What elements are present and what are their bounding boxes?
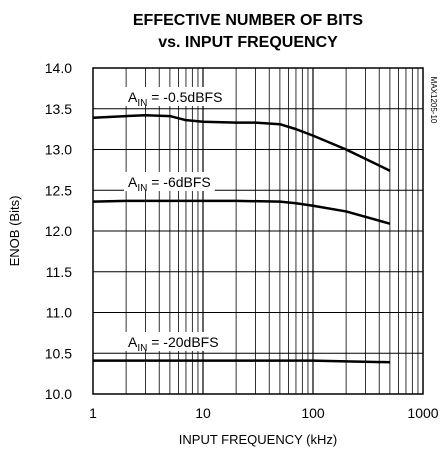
series-label-3: AIN = -20dBFS bbox=[128, 334, 219, 354]
y-tick-label: 14.0 bbox=[45, 60, 72, 76]
series-label-bg bbox=[124, 332, 223, 351]
y-tick-label: 11.5 bbox=[46, 264, 72, 280]
series-line-2 bbox=[92, 199, 391, 225]
x-tick-label: 1 bbox=[89, 405, 97, 421]
y-tick-label: 11.0 bbox=[46, 305, 72, 321]
x-tick-label: 1000 bbox=[407, 405, 438, 421]
series-label-2: AIN = -6dBFS bbox=[128, 174, 211, 194]
series-line-1 bbox=[92, 114, 391, 172]
plot-frame bbox=[92, 67, 424, 395]
x-tick-label: 10 bbox=[195, 405, 211, 421]
y-tick-label: 12.5 bbox=[45, 182, 72, 198]
series-label-1: AIN = -0.5dBFS bbox=[128, 89, 222, 109]
series-label-bg bbox=[124, 87, 227, 106]
y-tick-label: 10.5 bbox=[45, 345, 72, 361]
y-tick-label: 12.0 bbox=[45, 223, 72, 239]
y-tick-label: 13.5 bbox=[45, 101, 72, 117]
series-labels: AIN = -0.5dBFS AIN = -6dBFS AIN = -20dBFS bbox=[124, 87, 227, 354]
y-axis-label: ENOB (Bits) bbox=[7, 196, 22, 267]
y-tick-label: 10.0 bbox=[45, 386, 72, 402]
y-tick-label: 13.0 bbox=[45, 142, 72, 158]
x-tick-label: 100 bbox=[301, 405, 325, 421]
series-lines bbox=[92, 114, 391, 364]
series-line-3 bbox=[93, 359, 390, 364]
x-tick-labels: 1 10 100 1000 bbox=[89, 405, 439, 421]
chart-subtitle: vs. INPUT FREQUENCY bbox=[158, 34, 338, 51]
chart-title: EFFECTIVE NUMBER OF BITS bbox=[133, 12, 364, 29]
series-label-bg bbox=[124, 172, 215, 191]
y-tick-labels: 10.0 10.5 11.0 11.5 12.0 12.5 13.0 13.5 14.0 bbox=[45, 60, 72, 402]
x-axis-label: INPUT FREQUENCY (kHz) bbox=[179, 432, 337, 447]
watermark: MAX1205-10 bbox=[429, 77, 438, 124]
